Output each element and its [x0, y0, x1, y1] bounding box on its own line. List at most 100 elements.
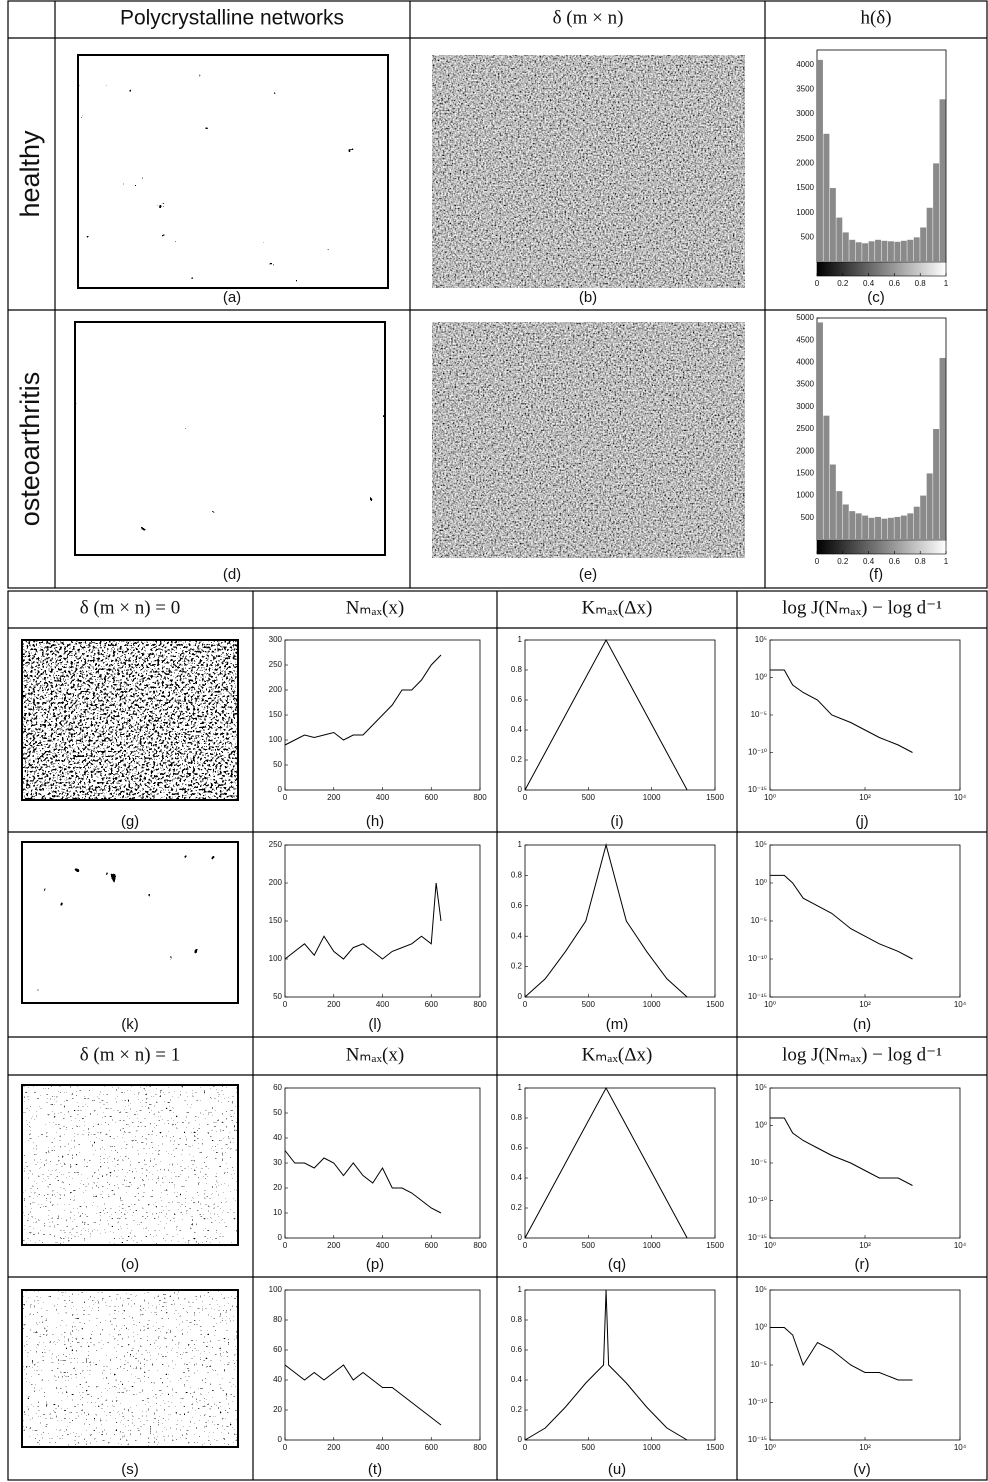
x-tick-label: 0	[523, 1443, 528, 1452]
bar	[920, 227, 927, 262]
label: healthy	[15, 130, 45, 218]
y-tick-label: 250	[269, 840, 283, 849]
x-tick-label: 0.8	[915, 557, 927, 566]
y-tick-label: 1	[518, 1083, 523, 1092]
label: (u)	[608, 1461, 626, 1478]
y-tick-label: 2500	[796, 134, 814, 143]
x-tick-label: 0.4	[863, 557, 875, 566]
y-tick-label: 250	[269, 660, 283, 669]
plot-frame	[769, 1087, 961, 1239]
plot-frame	[284, 1087, 481, 1239]
y-tick-label: 4000	[796, 60, 814, 69]
x-tick-label: 0	[815, 279, 820, 288]
label: (m)	[606, 1016, 629, 1033]
x-tick-label: 0	[283, 1443, 288, 1452]
x-tick-label: 0	[523, 1000, 528, 1009]
x-tick-label: 1000	[643, 1000, 661, 1009]
x-tick-label: 10²	[859, 1000, 871, 1009]
x-tick-label: 400	[376, 1443, 390, 1452]
y-tick-label: 2500	[796, 424, 814, 433]
y-tick-label: 10⁵	[755, 1083, 767, 1092]
label: (h)	[366, 813, 384, 830]
y-tick-label: 1	[518, 635, 523, 644]
series-line	[284, 1150, 442, 1214]
y-tick-label: 1500	[796, 469, 814, 478]
series-line	[524, 843, 688, 998]
x-tick-label: 500	[582, 793, 596, 802]
y-tick-label: 100	[269, 735, 283, 744]
y-tick-label: 10⁻¹⁰	[748, 748, 767, 757]
y-tick-label: 0.6	[511, 901, 523, 910]
y-tick-label: 0	[518, 992, 523, 1001]
colorbar	[816, 539, 947, 555]
y-tick-label: 40	[273, 1133, 282, 1142]
y-tick-label: 0.6	[511, 1143, 523, 1152]
y-tick-label: 10⁻¹⁵	[748, 1435, 767, 1444]
plot-frame	[524, 1087, 716, 1239]
x-tick-label: 1500	[706, 1000, 724, 1009]
label: (t)	[368, 1461, 382, 1478]
label: (j)	[855, 813, 868, 830]
y-tick-label: 4500	[796, 335, 814, 344]
y-tick-label: 0	[518, 1233, 523, 1242]
label: δ (m × n)	[553, 7, 624, 28]
x-tick-label: 10⁴	[954, 793, 967, 802]
x-tick-label: 400	[376, 1000, 390, 1009]
plot-frame	[769, 844, 961, 998]
y-tick-label: 0.6	[511, 695, 523, 704]
y-tick-label: 0.8	[511, 1113, 523, 1122]
bar	[887, 517, 894, 540]
bar	[855, 242, 862, 262]
y-tick-label: 10⁻¹⁰	[748, 954, 767, 963]
y-tick-label: 3000	[796, 109, 814, 118]
y-tick-label: 1000	[796, 491, 814, 500]
x-tick-label: 600	[425, 1000, 439, 1009]
bar	[920, 495, 927, 540]
bar	[836, 491, 843, 540]
x-tick-label: 0.4	[863, 279, 875, 288]
y-tick-label: 2000	[796, 159, 814, 168]
plot-frame	[284, 1289, 481, 1441]
label: Nₘₐₓ(x)	[346, 1044, 404, 1065]
bar	[849, 511, 856, 540]
bar	[887, 241, 894, 262]
y-tick-label: 10⁻¹⁵	[748, 785, 767, 794]
label: log J(Nₘₐₓ) − log d⁻¹	[782, 1044, 942, 1065]
series-line	[284, 1364, 442, 1426]
y-tick-label: 3000	[796, 402, 814, 411]
bar	[933, 429, 940, 540]
label: (a)	[223, 289, 241, 306]
y-tick-label: 0.2	[511, 1203, 523, 1212]
x-tick-label: 0.2	[837, 557, 849, 566]
y-tick-label: 0	[518, 1435, 523, 1444]
label: h(δ)	[860, 7, 891, 28]
x-tick-label: 200	[327, 1000, 341, 1009]
label: (n)	[853, 1016, 871, 1033]
label: (e)	[579, 566, 597, 583]
y-tick-label: 10⁻¹⁵	[748, 992, 767, 1001]
y-tick-label: 1500	[796, 183, 814, 192]
label: (s)	[121, 1461, 139, 1478]
bar	[817, 59, 823, 262]
plot-frame	[284, 844, 481, 998]
x-tick-label: 800	[473, 1241, 487, 1250]
bar	[913, 506, 920, 540]
y-tick-label: 0.4	[511, 725, 523, 734]
series-line	[770, 874, 913, 960]
x-tick-label: 1000	[643, 1443, 661, 1452]
y-tick-label: 0.4	[511, 1375, 523, 1384]
bar	[829, 464, 836, 540]
y-tick-label: 10⁵	[755, 840, 767, 849]
x-tick-label: 0	[523, 793, 528, 802]
y-tick-label: 10⁵	[755, 635, 767, 644]
bar	[868, 241, 875, 262]
x-tick-label: 0.8	[915, 279, 927, 288]
bar	[855, 513, 862, 540]
label: (c)	[867, 289, 885, 306]
label: Polycrystalline networks	[120, 7, 344, 30]
x-tick-label: 500	[582, 1000, 596, 1009]
x-tick-label: 0.2	[837, 279, 849, 288]
x-tick-label: 10²	[859, 1443, 871, 1452]
x-tick-label: 800	[473, 1000, 487, 1009]
